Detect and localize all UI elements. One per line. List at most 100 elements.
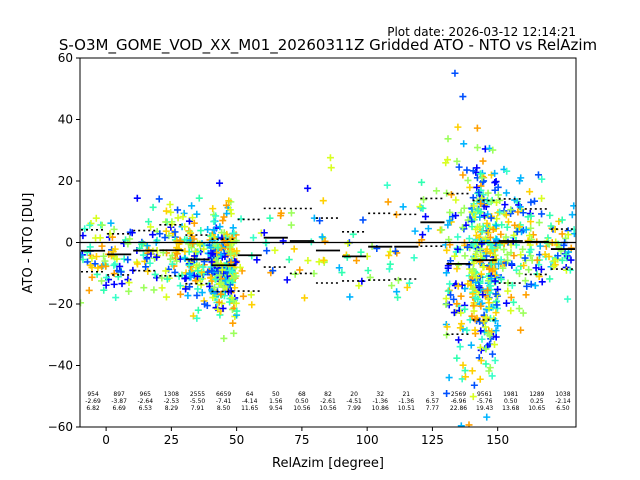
scatter-point xyxy=(388,282,396,290)
scatter-point xyxy=(287,221,295,229)
scatter-point xyxy=(110,280,118,288)
scatter-point xyxy=(485,367,493,375)
scatter-point xyxy=(470,202,478,210)
scatter-point xyxy=(470,307,478,315)
scatter-point xyxy=(510,298,518,306)
scatter-point xyxy=(143,242,151,250)
scatter-point xyxy=(223,230,231,238)
scatter-point xyxy=(344,239,352,247)
scatter-point xyxy=(478,240,486,248)
y-tick-label: −60 xyxy=(48,420,73,434)
scatter-point xyxy=(504,287,512,295)
scatter-point xyxy=(455,336,463,344)
scatter-point xyxy=(146,259,154,267)
scatter-point xyxy=(249,234,257,242)
scatter-point xyxy=(162,267,170,275)
scatter-point xyxy=(508,281,516,289)
scatter-point xyxy=(290,245,298,253)
scatter-point xyxy=(226,206,234,214)
scatter-point xyxy=(533,256,541,264)
scatter-point xyxy=(491,169,499,177)
plot-date: Plot date: 2026-03-12 12:14:21 xyxy=(387,25,576,39)
scatter-point xyxy=(219,304,227,312)
scatter-point xyxy=(476,375,484,383)
scatter-point xyxy=(522,226,530,234)
scatter-point xyxy=(486,364,494,372)
scatter-point xyxy=(476,170,484,178)
bin-count-label: 82 xyxy=(324,391,332,398)
scatter-point xyxy=(491,317,499,325)
bin-count-label: 3 xyxy=(431,391,435,398)
scatter-point xyxy=(484,286,492,294)
bin-std-label: 10.51 xyxy=(398,405,415,412)
scatter-point xyxy=(537,265,545,273)
scatter-point xyxy=(285,256,293,264)
scatter-point xyxy=(566,266,574,274)
scatter-point xyxy=(129,266,137,274)
scatter-point xyxy=(124,256,132,264)
scatter-point xyxy=(346,293,354,301)
scatter-point xyxy=(492,309,500,317)
scatter-point xyxy=(227,250,235,258)
scatter-point xyxy=(527,280,535,288)
scatter-point xyxy=(156,230,164,238)
scatter-point xyxy=(210,226,218,234)
bin-count-label: 954 xyxy=(87,391,99,398)
scatter-point xyxy=(198,289,206,297)
scatter-point xyxy=(228,305,236,313)
scatter-point xyxy=(469,285,477,293)
scatter-point xyxy=(216,179,224,187)
scatter-point xyxy=(477,270,485,278)
scatter-point xyxy=(153,253,161,261)
scatter-point xyxy=(457,292,465,300)
scatter-point xyxy=(478,335,486,343)
scatter-point xyxy=(475,188,483,196)
scatter-point xyxy=(538,175,546,183)
scatter-point xyxy=(464,176,472,184)
scatter-point xyxy=(171,268,179,276)
scatter-point xyxy=(155,195,163,203)
y-tick-label: −40 xyxy=(48,359,73,373)
scatter-point xyxy=(167,208,175,216)
scatter-point xyxy=(364,267,372,275)
scatter-point xyxy=(444,287,452,295)
scatter-point xyxy=(484,229,492,237)
scatter-point xyxy=(532,264,540,272)
scatter-point xyxy=(473,144,481,152)
scatter-point xyxy=(124,240,132,248)
scatter-point xyxy=(420,196,428,204)
scatter-point xyxy=(461,367,469,375)
scatter-point xyxy=(102,274,110,282)
scatter-point xyxy=(468,269,476,277)
scatter-point xyxy=(473,274,481,282)
scatter-point xyxy=(521,254,529,262)
scatter-point xyxy=(558,256,566,264)
scatter-point xyxy=(229,319,237,327)
scatter-point xyxy=(418,178,426,186)
scatter-point xyxy=(487,260,495,268)
scatter-point xyxy=(196,240,204,248)
scatter-point xyxy=(111,245,119,253)
scatter-point xyxy=(476,213,484,221)
scatter-point xyxy=(546,211,554,219)
bin-mean-label: 0.50 xyxy=(295,398,309,405)
scatter-point xyxy=(117,268,125,276)
scatter-point xyxy=(193,210,201,218)
scatter-point xyxy=(479,157,487,165)
scatter-point xyxy=(482,345,490,353)
scatter-point xyxy=(182,285,190,293)
scatter-point xyxy=(444,264,452,272)
scatter-point xyxy=(491,277,499,285)
scatter-point xyxy=(443,246,451,254)
scatter-point xyxy=(492,178,500,186)
scatter-point xyxy=(80,299,85,307)
scatter-point xyxy=(446,280,454,288)
scatter-point xyxy=(215,268,223,276)
scatter-point xyxy=(459,171,467,179)
scatter-point xyxy=(86,261,94,269)
scatter-point xyxy=(492,327,500,335)
y-axis-label: ATO - NTO [DU] xyxy=(21,193,36,294)
scatter-point xyxy=(451,252,459,260)
scatter-point xyxy=(128,229,136,237)
scatter-point xyxy=(469,240,477,248)
